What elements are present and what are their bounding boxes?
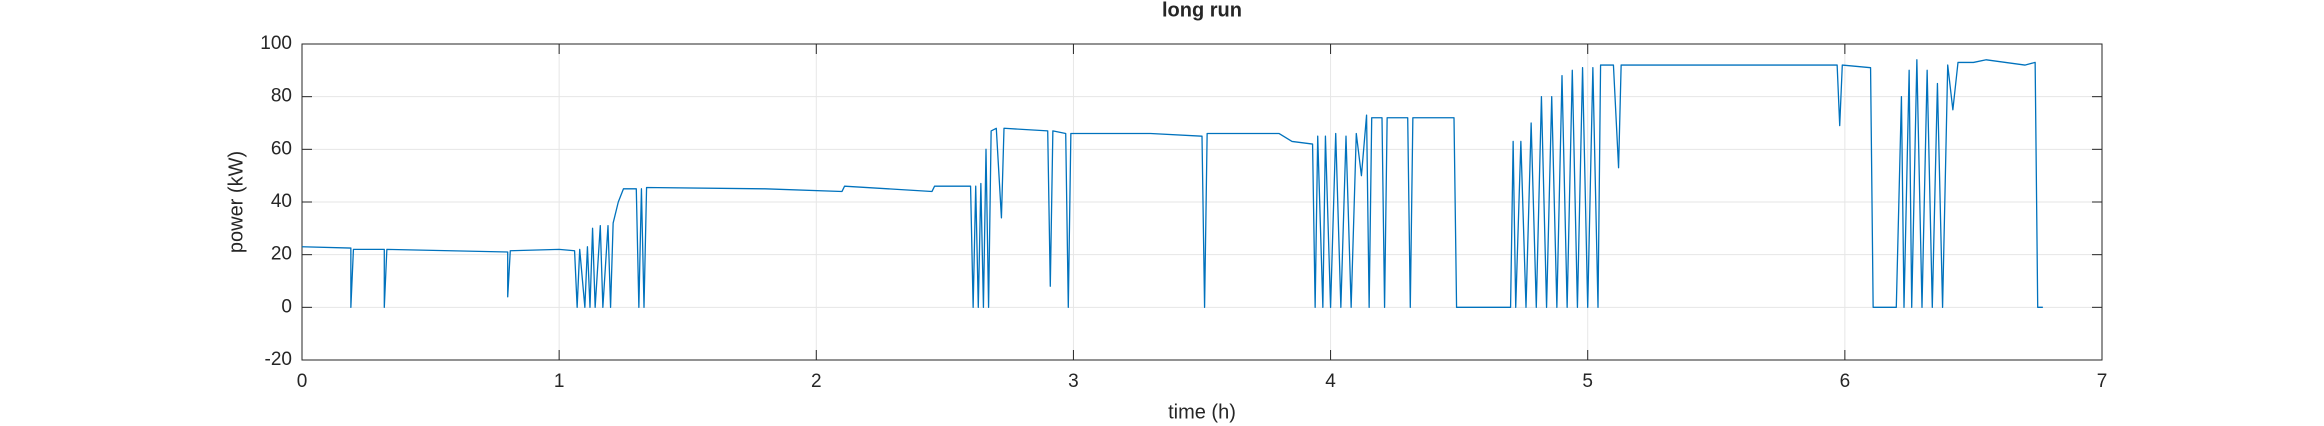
data-line xyxy=(301,59,2043,308)
plot-frame xyxy=(301,43,2103,361)
x-tick-label: 1 xyxy=(554,371,565,392)
y-tick-label: 0 xyxy=(281,296,292,317)
y-tick-label: 60 xyxy=(271,138,292,159)
y-tick-label: 80 xyxy=(271,86,292,107)
x-tick-label: 6 xyxy=(1840,371,1851,392)
x-tick-label: 2 xyxy=(811,371,822,392)
x-tick-label: 5 xyxy=(1582,371,1593,392)
y-axis-label: power (kW) xyxy=(225,151,247,253)
y-tick-label: 20 xyxy=(271,244,292,265)
x-tick-label: 7 xyxy=(2097,371,2108,392)
y-tick-label: -20 xyxy=(265,349,292,370)
x-tick-label: 0 xyxy=(297,371,308,392)
y-tick-label: 40 xyxy=(271,191,292,212)
x-tick-label: 4 xyxy=(1325,371,1336,392)
x-tick-label: 3 xyxy=(1068,371,1079,392)
y-tick-label: 100 xyxy=(260,33,292,54)
x-axis-label: time (h) xyxy=(1168,401,1236,423)
chart-title: long run xyxy=(1162,0,1242,21)
